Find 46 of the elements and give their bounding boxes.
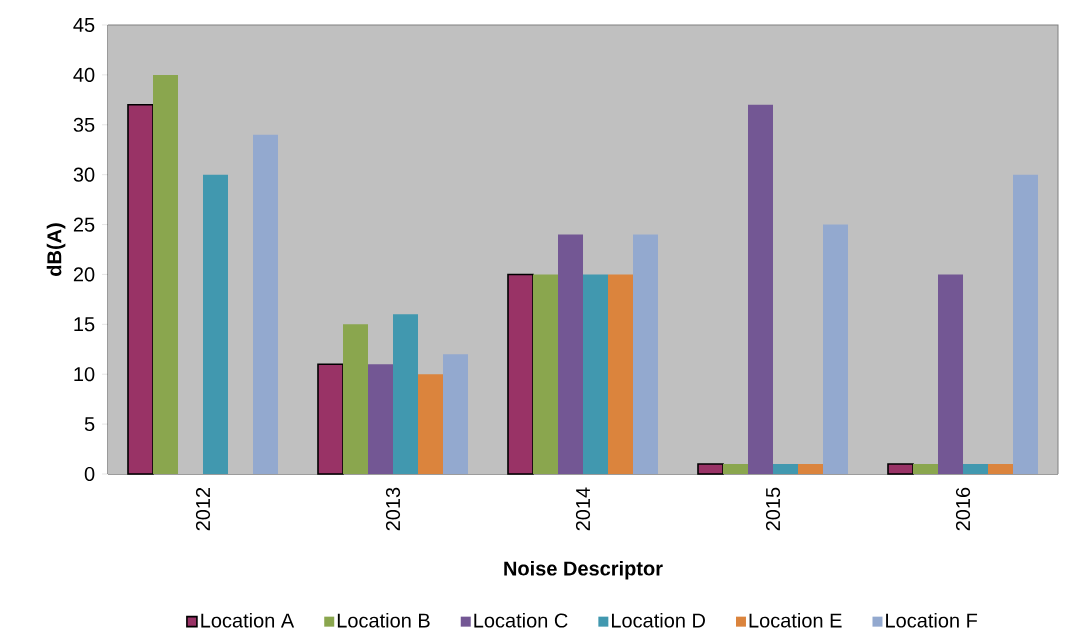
bar: [773, 464, 799, 474]
y-axis-title: dB(A): [46, 223, 66, 276]
bar: [343, 324, 368, 474]
x-tick-label: 2015: [765, 487, 781, 531]
bar: [723, 464, 748, 474]
bar: [938, 274, 963, 474]
y-tick-label: 20: [73, 267, 95, 282]
y-tick-label: 35: [73, 117, 95, 132]
x-tick-label: 2016: [955, 487, 971, 531]
y-tick-label: 0: [84, 466, 95, 482]
y-tick-label: 45: [73, 18, 95, 32]
bar: [633, 234, 658, 474]
bar: [988, 464, 1014, 474]
legend-label: Location F: [886, 612, 978, 628]
legend-label: Location B: [337, 612, 430, 628]
x-tick-label: 2013: [385, 487, 401, 531]
bar: [393, 314, 418, 474]
y-tick-label: 15: [74, 317, 95, 332]
y-tick-label: 5: [84, 417, 95, 432]
bar: [823, 224, 849, 474]
y-tick-label: 40: [73, 67, 95, 82]
bar: [203, 174, 228, 474]
y-tick-label: 10: [74, 367, 95, 382]
bar: [368, 364, 393, 474]
bar: [558, 234, 583, 474]
y-tick-label: 25: [73, 217, 95, 232]
legend-label: Location C: [474, 612, 568, 628]
bar: [748, 104, 773, 474]
bar: [1013, 174, 1039, 474]
bar: [443, 354, 468, 474]
legend-label: Location A: [201, 612, 295, 628]
y-tick-label: 30: [73, 167, 95, 182]
bar: [253, 134, 278, 474]
bar: [583, 274, 608, 474]
bar: [153, 74, 178, 474]
bar: [913, 464, 939, 474]
legend-label: Location E: [749, 612, 842, 628]
x-axis-title: Noise Descriptor: [504, 560, 663, 580]
x-tick-label: 2012: [195, 487, 211, 531]
bar: [608, 274, 633, 474]
bar: [418, 374, 443, 474]
legend-label: Location D: [612, 612, 705, 628]
bar: [798, 464, 824, 474]
bar: [963, 464, 988, 474]
x-tick-label: 2014: [575, 487, 591, 531]
bar: [533, 274, 558, 474]
